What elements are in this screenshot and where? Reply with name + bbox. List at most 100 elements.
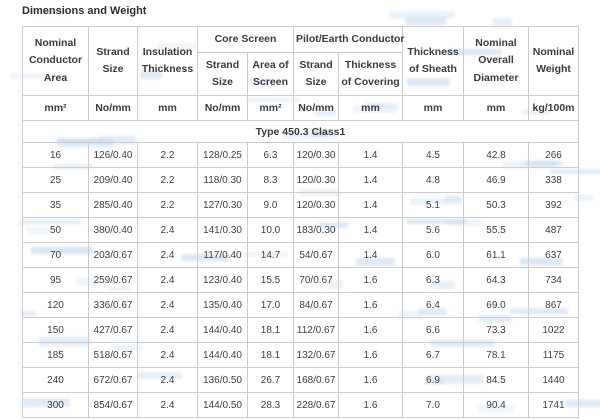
- table-cell: 118/0.30: [197, 167, 248, 193]
- table-cell: 120/0.30: [293, 167, 339, 193]
- table-cell: 126/0.40: [88, 142, 138, 168]
- units-row: mm² No/mm mm No/mm mm² No/mm mm mm mm kg…: [22, 95, 579, 121]
- table-row: 150 427/0.67 2.4 144/0.40 18.1 112/0.67 1.6 6.6…: [22, 317, 579, 343]
- unit-cell: No/mm: [88, 95, 138, 121]
- table-cell: 17.0: [247, 292, 294, 318]
- table-cell: 15.5: [247, 267, 294, 293]
- unit-cell: mm²: [247, 95, 294, 121]
- table-cell: 734: [528, 267, 579, 293]
- table-cell: 123/0.40: [197, 267, 248, 293]
- table-cell: 336/0.67: [88, 292, 138, 318]
- page-title: Dimensions and Weight: [22, 5, 147, 17]
- table-cell: 84.5: [463, 367, 529, 393]
- dimensions-weight-table: Nominal Conductor Area Strand Size Insul…: [22, 26, 579, 418]
- table-cell: 55.5: [463, 217, 529, 243]
- table-cell: 6.0: [402, 242, 464, 268]
- table-cell: 144/0.50: [197, 392, 248, 418]
- table-cell: 1.6: [338, 292, 403, 318]
- table-cell: 9.0: [247, 192, 294, 218]
- table-cell: 120/0.30: [293, 192, 339, 218]
- table-cell: 1.4: [338, 242, 403, 268]
- table-cell: 2.4: [137, 217, 198, 243]
- table-cell: 1.6: [338, 267, 403, 293]
- table-cell: 228/0.67: [293, 392, 339, 418]
- table-cell: 18.1: [247, 342, 294, 368]
- table-cell: 1741: [528, 392, 579, 418]
- table-cell: 1.4: [338, 192, 403, 218]
- table-cell: 144/0.40: [197, 317, 248, 343]
- table-cell: 132/0.67: [293, 342, 339, 368]
- table-cell: 120: [22, 292, 89, 318]
- table-cell: 183/0.30: [293, 217, 339, 243]
- table-cell: 2.2: [137, 192, 198, 218]
- table-row: 70 203/0.67 2.4 117/0.40 14.7 54/0.67 1.4 6.0 61…: [22, 242, 579, 268]
- table-cell: 18.1: [247, 317, 294, 343]
- table-cell: 427/0.67: [88, 317, 138, 343]
- table-row: 240 672/0.67 2.4 136/0.50 26.7 168/0.67 1.6 6.9…: [22, 367, 579, 393]
- table-row: 300 854/0.67 2.4 144/0.50 28.3 228/0.67 1.6 7.0…: [22, 392, 579, 418]
- table-cell: 2.4: [137, 292, 198, 318]
- col-header-nominal-overall-diameter: Nominal Overall Diameter: [463, 26, 529, 96]
- table-cell: 112/0.67: [293, 317, 339, 343]
- col-header-thickness-of-sheath: Thickness of Sheath: [402, 26, 464, 96]
- table-cell: 26.7: [247, 367, 294, 393]
- col-header-pe-strand-size: Strand Size: [293, 52, 339, 96]
- table-cell: 380/0.40: [88, 217, 138, 243]
- table-cell: 6.4: [402, 292, 464, 318]
- table-cell: 338: [528, 167, 579, 193]
- col-header-nominal-weight: Nominal Weight: [528, 26, 579, 96]
- table-cell: 1175: [528, 342, 579, 368]
- table-cell: 637: [528, 242, 579, 268]
- table-cell: 185: [22, 342, 89, 368]
- col-header-pe-thickness-of-covering: Thickness of Covering: [338, 52, 403, 96]
- table-cell: 128/0.25: [197, 142, 248, 168]
- table-cell: 90.4: [463, 392, 529, 418]
- col-header-cs-area-of-screen: Area of Screen: [247, 52, 294, 96]
- table-cell: 64.3: [463, 267, 529, 293]
- table-cell: 1.6: [338, 317, 403, 343]
- table-row: 16 126/0.40 2.2 128/0.25 6.3 120/0.30 1.4 4.5 42…: [22, 142, 579, 168]
- table-cell: 6.9: [402, 367, 464, 393]
- table-cell: 144/0.40: [197, 342, 248, 368]
- table-cell: 73.3: [463, 317, 529, 343]
- unit-cell: mm: [338, 95, 403, 121]
- table-cell: 7.0: [402, 392, 464, 418]
- table-cell: 10.0: [247, 217, 294, 243]
- table-cell: 5.1: [402, 192, 464, 218]
- table-cell: 168/0.67: [293, 367, 339, 393]
- col-group-core-screen: Core Screen: [197, 26, 294, 53]
- table-cell: 300: [22, 392, 89, 418]
- table-cell: 117/0.40: [197, 242, 248, 268]
- unit-cell: mm: [402, 95, 464, 121]
- table-cell: 6.3: [402, 267, 464, 293]
- table-cell: 1.4: [338, 142, 403, 168]
- table-cell: 1.6: [338, 342, 403, 368]
- table-cell: 78.1: [463, 342, 529, 368]
- header-row-sub: Strand Size Area of Screen Strand Size T…: [23, 52, 579, 96]
- table-cell: 127/0.30: [197, 192, 248, 218]
- table-row: 35 285/0.40 2.2 127/0.30 9.0 120/0.30 1.4 5.1 50…: [22, 192, 579, 218]
- table-cell: 50.3: [463, 192, 529, 218]
- table-row: 25 209/0.40 2.2 118/0.30 8.3 120/0.30 1.4 4.8 46…: [22, 167, 579, 193]
- unit-cell: mm: [137, 95, 198, 121]
- table-cell: 61.1: [463, 242, 529, 268]
- table-cell: 2.4: [137, 317, 198, 343]
- table-cell: 136/0.50: [197, 367, 248, 393]
- table-cell: 6.6: [402, 317, 464, 343]
- table-cell: 266: [528, 142, 579, 168]
- table-cell: 28.3: [247, 392, 294, 418]
- table-cell: 1.4: [338, 167, 403, 193]
- table-cell: 2.2: [137, 142, 198, 168]
- table-row: 120 336/0.67 2.4 135/0.40 17.0 84/0.67 1.6 6.4 6…: [22, 292, 579, 318]
- table-cell: 518/0.67: [88, 342, 138, 368]
- table-cell: 4.8: [402, 167, 464, 193]
- table-cell: 1022: [528, 317, 579, 343]
- table-cell: 120/0.30: [293, 142, 339, 168]
- unit-cell: No/mm: [293, 95, 339, 121]
- table-cell: 135/0.40: [197, 292, 248, 318]
- table-row: 95 259/0.67 2.4 123/0.40 15.5 70/0.67 1.6 6.3 64…: [22, 267, 579, 293]
- table-cell: 54/0.67: [293, 242, 339, 268]
- table-cell: 42.8: [463, 142, 529, 168]
- col-header-nominal-conductor-area: Nominal Conductor Area: [22, 26, 89, 96]
